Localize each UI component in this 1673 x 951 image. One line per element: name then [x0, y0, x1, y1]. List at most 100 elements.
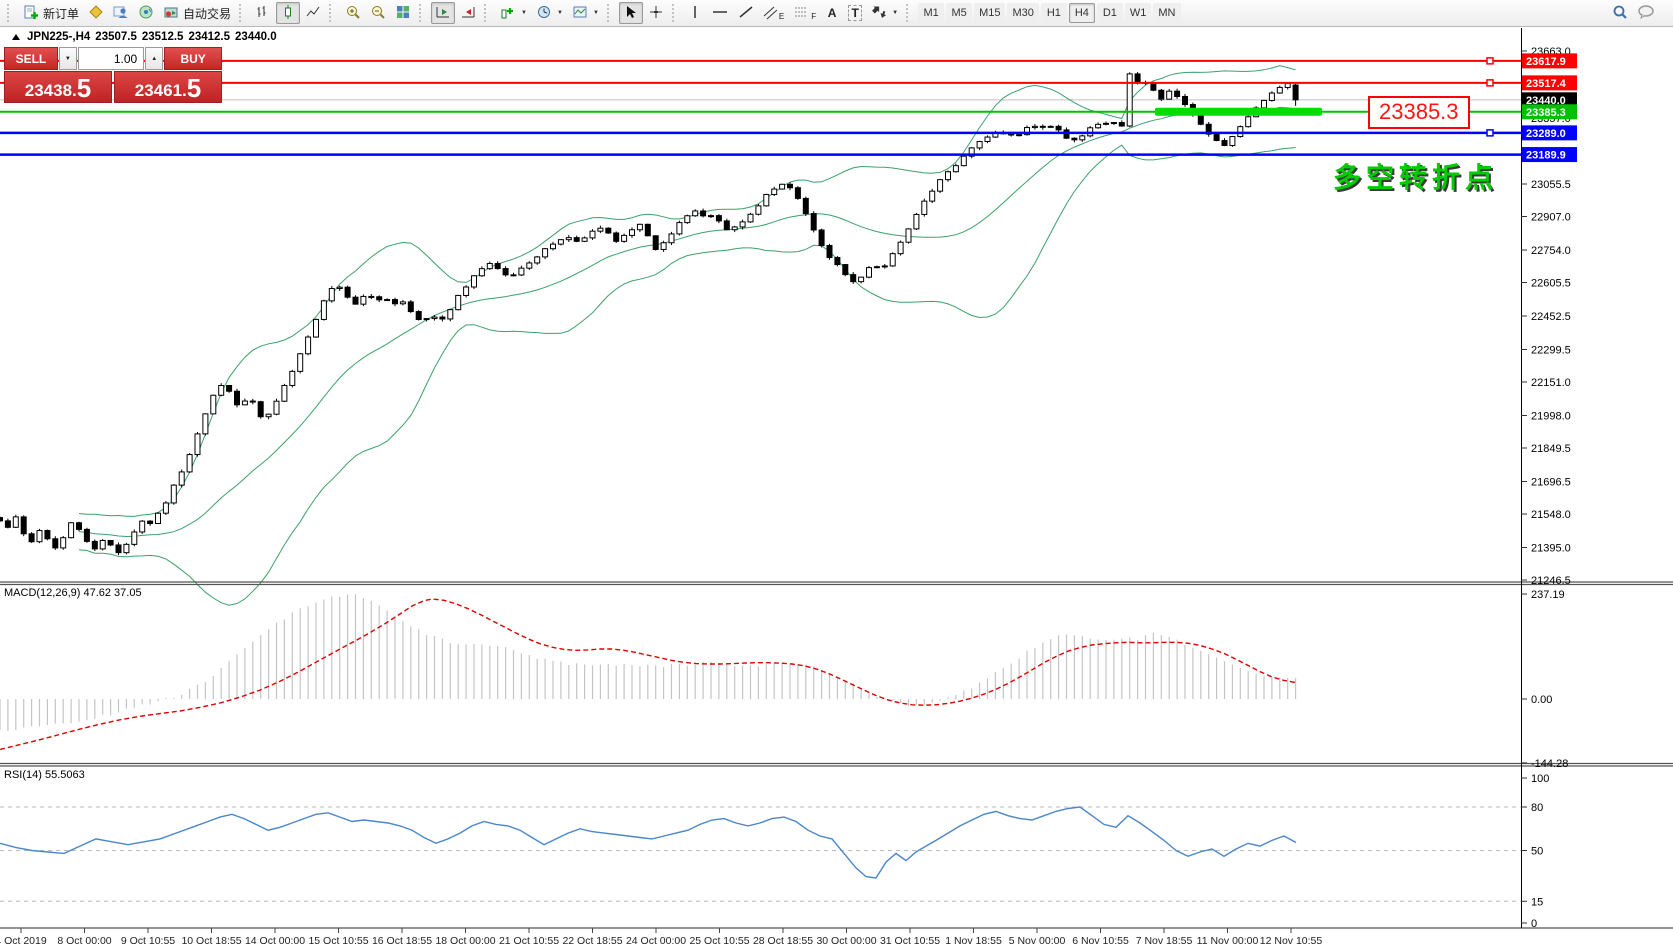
- price-line-scale-text: 23189.9: [1526, 150, 1566, 162]
- cursor-tool-button[interactable]: [618, 2, 643, 24]
- toolbar-grip: [906, 4, 914, 22]
- fibonacci-letter: F: [811, 11, 817, 21]
- crosshair-tool-button[interactable]: [644, 2, 668, 24]
- tile-windows-button[interactable]: [391, 2, 415, 24]
- buy-button[interactable]: BUY: [164, 47, 222, 70]
- time-tick-label: 30 Oct 00:00: [816, 935, 876, 947]
- autotrading-button[interactable]: 自动交易: [159, 2, 235, 24]
- search-icon: [1612, 4, 1628, 23]
- candle-body: [968, 147, 975, 157]
- auto-scroll-button[interactable]: [431, 2, 456, 24]
- arrows-dropdown-button[interactable]: ▼: [867, 2, 902, 24]
- line-chart-mode-button[interactable]: [301, 2, 325, 24]
- candle-body: [60, 537, 67, 549]
- price-callout-label[interactable]: 23385.3: [1368, 96, 1470, 129]
- fibonacci-tool-button[interactable]: F: [789, 2, 820, 24]
- profiles-button[interactable]: [109, 2, 133, 24]
- add-indicator-icon: [500, 4, 516, 23]
- candle-body: [866, 267, 872, 278]
- timeframe-m5-button[interactable]: M5: [946, 3, 973, 23]
- text-label-tool-button[interactable]: T: [844, 2, 866, 24]
- timeframe-h4-button[interactable]: H4: [1068, 3, 1095, 23]
- time-tick-label: 14 Oct 00:00: [245, 935, 305, 947]
- indicators-dropdown-button[interactable]: ▼: [496, 2, 531, 24]
- candle-body: [660, 242, 667, 250]
- equidistant-channel-tool-button[interactable]: E: [759, 2, 788, 24]
- bollinger-lower-band: [78, 144, 1296, 606]
- vertical-line-tool-button[interactable]: [684, 2, 706, 24]
- periods-dropdown-button[interactable]: ▼: [532, 2, 567, 24]
- candle-body: [1134, 73, 1141, 83]
- sonar-globe-icon: [138, 4, 154, 23]
- candle-body: [779, 183, 786, 190]
- chart-annotation-text[interactable]: 多空转折点: [1333, 162, 1499, 193]
- text-tool-button[interactable]: A: [821, 2, 843, 24]
- price-tick-label: 21395.0: [1531, 542, 1571, 554]
- candle-body: [1031, 125, 1038, 129]
- volume-input[interactable]: 1.00: [77, 47, 145, 70]
- templates-dropdown-button[interactable]: ▼: [568, 2, 603, 24]
- timeframe-m15-button[interactable]: M15: [974, 3, 1006, 23]
- expand-arrow-icon[interactable]: [12, 34, 20, 40]
- time-tick-label: 6 Nov 10:55: [1072, 935, 1129, 947]
- candle-body: [636, 223, 643, 231]
- timeframe-w1-button[interactable]: W1: [1124, 3, 1152, 23]
- candle-body: [478, 268, 485, 277]
- channel-letter: E: [778, 11, 785, 21]
- line-anchor-handle[interactable]: [1486, 129, 1494, 137]
- candle-body: [652, 235, 659, 250]
- volume-decrease-button[interactable]: ▼: [58, 47, 77, 70]
- line-anchor-handle[interactable]: [1486, 57, 1494, 65]
- candle-body: [1245, 116, 1252, 128]
- candle-body: [771, 188, 778, 195]
- sell-price-button[interactable]: 23438. 5: [4, 71, 112, 103]
- candle-body: [858, 276, 865, 283]
- zoom-out-button[interactable]: [366, 2, 390, 24]
- price-line-scale-label: [1522, 125, 1577, 141]
- new-order-button[interactable]: 新订单: [19, 2, 83, 24]
- buy-price-button[interactable]: 23461. 5: [114, 71, 222, 103]
- candle-body: [723, 220, 730, 231]
- price-line-scale-label: [1522, 92, 1577, 108]
- line-anchor-handle[interactable]: [1486, 79, 1494, 87]
- trendline-tool-button[interactable]: [734, 2, 758, 24]
- yellow-diamond-button[interactable]: [84, 2, 108, 24]
- candle-body: [1079, 135, 1086, 141]
- sell-button[interactable]: SELL: [4, 47, 58, 70]
- candle-body: [297, 353, 304, 372]
- timeframe-m30-button[interactable]: M30: [1007, 3, 1039, 23]
- chart-shift-button[interactable]: [456, 2, 480, 24]
- support-zone-highlight[interactable]: [1155, 107, 1322, 116]
- macd-tick-label: 237.19: [1531, 589, 1565, 601]
- search-button[interactable]: [1608, 2, 1632, 24]
- time-tick-label: 8 Oct 00:00: [57, 935, 111, 947]
- candlestick-icon: [280, 4, 296, 23]
- timeframe-d1-button[interactable]: D1: [1096, 3, 1123, 23]
- time-tick-label: 1 Nov 18:55: [945, 935, 1002, 947]
- candle-body: [747, 213, 754, 223]
- zoom-in-button[interactable]: [341, 2, 365, 24]
- candle-body: [1174, 90, 1181, 97]
- timeframe-m1-button[interactable]: M1: [918, 3, 945, 23]
- timeframe-h1-button[interactable]: H1: [1040, 3, 1067, 23]
- candle-body: [1110, 122, 1117, 125]
- bar-chart-mode-button[interactable]: [251, 2, 275, 24]
- rsi-tick-label: 100: [1531, 773, 1549, 785]
- timeframe-mn-button[interactable]: MN: [1153, 3, 1181, 23]
- candle-body: [218, 384, 225, 396]
- toolbar-grip: [419, 4, 427, 22]
- candle-body: [1205, 123, 1212, 135]
- bollinger-middle-band: [78, 106, 1296, 538]
- candlestick-mode-button[interactable]: [276, 2, 301, 24]
- macd-indicator-label: MACD(12,26,9) 47.62 37.05: [4, 587, 142, 599]
- time-axis[interactable]: 4 Oct 2019 8 Oct 00:00 9 Oct 10:55 10 Oct 1…: [0, 928, 1322, 947]
- candle-body: [1237, 126, 1244, 138]
- candle-body: [1276, 86, 1283, 94]
- triangle-up-icon: ▲: [151, 55, 158, 62]
- volume-increase-button[interactable]: ▲: [145, 47, 164, 70]
- main-toolbar: 新订单 自动交易: [0, 0, 1673, 27]
- chat-button[interactable]: [1633, 2, 1659, 24]
- horizontal-line-tool-button[interactable]: [707, 2, 733, 24]
- signal-button[interactable]: [134, 2, 158, 24]
